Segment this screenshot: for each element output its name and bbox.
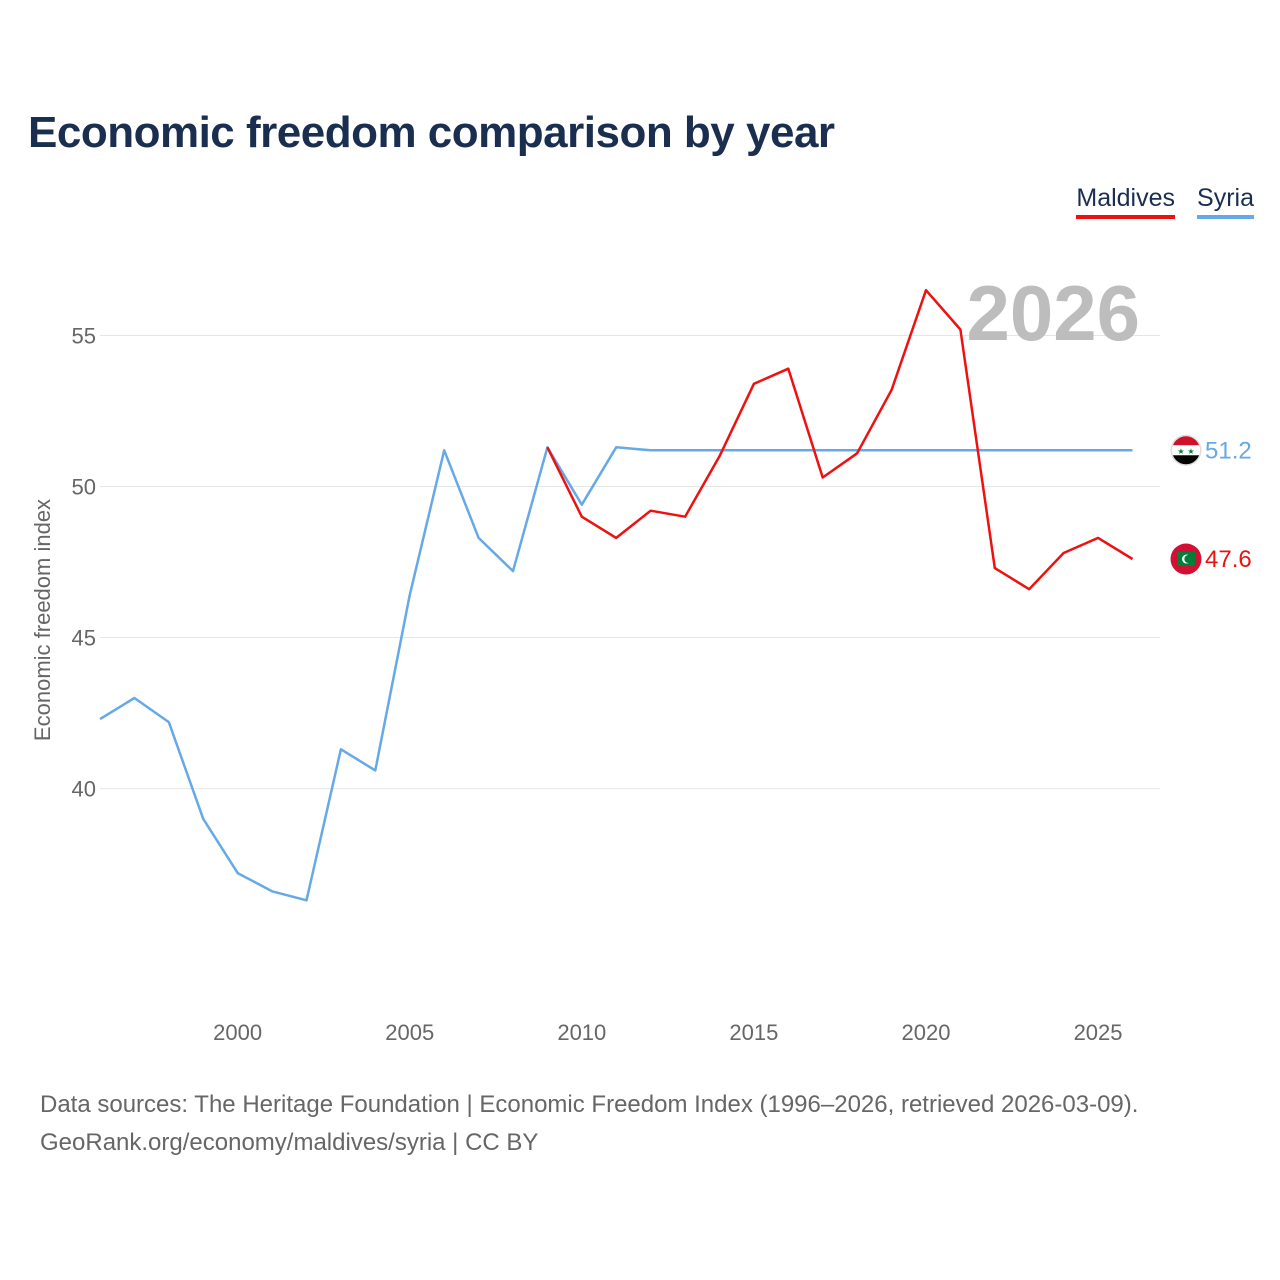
x-tick-label: 2025	[1074, 1020, 1123, 1045]
x-tick-label: 2020	[901, 1020, 950, 1045]
attribution-link[interactable]: GeoRank.org/economy/maldives/syria | CC …	[40, 1129, 539, 1156]
x-axis-ticks: 2000 2005 2010 2015 2020 2025	[213, 1020, 1122, 1045]
y-tick-label: 40	[72, 777, 96, 802]
x-tick-label: 2005	[385, 1020, 434, 1045]
svg-text:★: ★	[1177, 447, 1184, 456]
end-value-label-maldives: 47.6	[1205, 546, 1252, 573]
x-tick-label: 2015	[729, 1020, 778, 1045]
y-tick-label: 50	[72, 475, 96, 500]
y-axis-ticks: 40 45 50 55	[72, 324, 96, 802]
maldives-flag-icon	[1170, 543, 1202, 575]
series-line-syria	[99, 446, 1133, 902]
series-line-maldives	[546, 288, 1134, 591]
footer: Data sources: The Heritage Foundation | …	[40, 1086, 1138, 1162]
legend: Maldives Syria	[1076, 184, 1254, 219]
y-tick-label: 45	[72, 626, 96, 651]
legend-item-syria[interactable]: Syria	[1197, 184, 1254, 219]
page-title: Economic freedom comparison by year	[28, 108, 835, 157]
year-watermark: 2026	[966, 269, 1140, 357]
line-chart: 40 45 50 55 2000 2005 2010 2015 2020 2025 2026 E…	[30, 269, 1252, 1045]
y-tick-label: 55	[72, 324, 96, 349]
data-sources-text: Data sources: The Heritage Foundation | …	[40, 1091, 1139, 1118]
svg-text:★: ★	[1187, 447, 1194, 456]
y-axis-label: Economic freedom index	[30, 499, 55, 741]
x-tick-label: 2000	[213, 1020, 262, 1045]
x-tick-label: 2010	[557, 1020, 606, 1045]
end-value-label-syria: 51.2	[1205, 437, 1252, 464]
syria-flag-icon: ★ ★	[1170, 434, 1202, 466]
grid-lines	[100, 335, 1160, 790]
legend-item-maldives[interactable]: Maldives	[1076, 184, 1176, 219]
